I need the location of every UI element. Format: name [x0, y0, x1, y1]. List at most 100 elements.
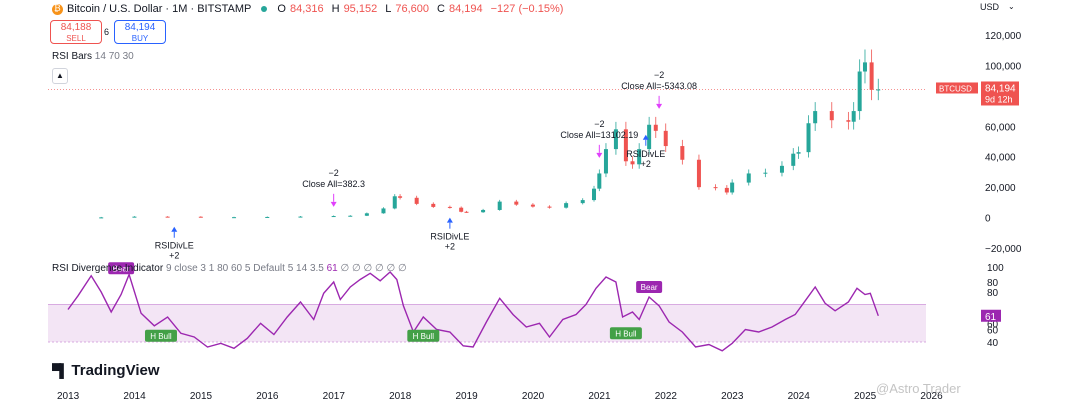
rsi-hbull-label-box [609, 327, 642, 340]
rsi-divergence-value: 61 [326, 263, 338, 274]
sell-signal-qty: −2 [654, 70, 664, 80]
rsi-current-box [981, 309, 1001, 322]
price-axis-tick: −20,000 [985, 244, 1022, 255]
buy-signal-text: RSIDivLE [155, 241, 194, 251]
watermark: @Astro Trader [876, 381, 961, 396]
bitcoin-icon [52, 3, 63, 15]
current-price-box [981, 81, 1019, 106]
rsi-hbull-label: H Bull [150, 332, 172, 341]
rsi-axis-tick: 100 [987, 263, 1004, 274]
candle-body [647, 124, 652, 150]
rsi-hbull-label: H Bull [615, 329, 637, 338]
rsi-axis-tick: 80 [987, 278, 999, 289]
rsi-divergence-placeholders: ∅ ∅ ∅ ∅ ∅ ∅ [340, 263, 407, 274]
candle-body [630, 161, 635, 165]
time-axis-tick: 2025 [854, 391, 877, 401]
buy-signal-qty: +2 [641, 159, 651, 169]
candle-body [132, 216, 137, 218]
chevron-up-icon[interactable]: ▲ [52, 68, 68, 84]
candle-body [398, 196, 403, 198]
candle-body [613, 129, 618, 150]
sell-signal-text: Close All=382.3 [302, 179, 365, 189]
tradingview-logo: ▀▌ TradingView [52, 362, 160, 379]
time-axis-tick: 2024 [788, 391, 811, 401]
rsi-axis-tick: 80 [987, 288, 999, 299]
candle-body [637, 149, 642, 165]
rsi-hbull-label-box [407, 329, 440, 342]
rsi-bars-legend[interactable]: RSI Bars 14 70 30 [52, 51, 134, 62]
candle-body [99, 217, 104, 219]
candle-body [580, 200, 585, 204]
candle-body [813, 111, 818, 124]
candle-body [481, 209, 486, 213]
candle-body [851, 111, 856, 122]
price-axis-tick: 60,000 [985, 122, 1016, 133]
candle-body [696, 159, 701, 188]
rsi-bars-name: RSI Bars [52, 51, 93, 62]
sell-signal-text: Close All=13102.19 [560, 130, 638, 140]
price-axis-tick: 100,000 [985, 61, 1022, 72]
buy-price: 84,194 [124, 22, 156, 33]
low-label: L [385, 3, 392, 15]
buy-button[interactable]: 84,194 BUY [114, 20, 166, 44]
rsi-divergence-params: 9 close 3 1 80 60 5 Default 5 14 3.5 [165, 263, 324, 274]
low-value: 76,600 [395, 3, 429, 15]
current-price-symbol-box [936, 82, 978, 94]
open-value: 84,316 [289, 3, 324, 15]
tradingview-wordmark: TradingView [71, 362, 160, 379]
rsi-divergence-legend[interactable]: RSI Divergence Indicator 9 close 3 1 80 … [52, 263, 407, 274]
rsi-divergence-name: RSI Divergence Indicator [52, 263, 164, 274]
buy-signal-text: RSIDivLE [430, 232, 469, 242]
candle-body [431, 203, 436, 207]
buy-signal-arrow [171, 226, 178, 232]
current-price-symbol: BTCUSD [939, 84, 972, 93]
candle-body [447, 206, 452, 208]
sell-signal-qty: −2 [594, 119, 604, 129]
sell-signal-qty: −2 [329, 168, 339, 178]
sell-button[interactable]: 84,188 SELL [50, 20, 102, 44]
candle-body [348, 215, 353, 217]
rsi-line [67, 271, 879, 352]
sell-signal-arrow [330, 201, 337, 207]
sell-signal-text: Close All=-5343.08 [621, 81, 697, 91]
currency-selector[interactable]: USD [980, 2, 1000, 12]
buy-signal-arrow [446, 217, 453, 223]
candle-body [713, 187, 718, 189]
rsi-bear-label-box [108, 262, 135, 275]
candle-body [763, 172, 768, 174]
candle-body [746, 173, 751, 183]
time-axis-tick: 2022 [655, 391, 678, 401]
candle-body [392, 196, 397, 209]
buy-signal-arrow [642, 134, 649, 140]
candle-body [364, 213, 369, 216]
time-axis-tick: 2015 [190, 391, 213, 401]
price-axis-tick: 120,000 [985, 31, 1022, 42]
candle-body [232, 217, 237, 219]
candle-body [198, 216, 203, 218]
time-axis-tick: 2021 [588, 391, 611, 401]
time-axis-tick: 2023 [721, 391, 744, 401]
candle-body [796, 152, 801, 154]
current-price-value: 84,194 [985, 83, 1016, 94]
rsi-axis-tick: 60 [987, 319, 999, 330]
price-axis-tick: 0 [985, 214, 991, 225]
candle-body [564, 203, 569, 208]
candle-body [876, 89, 881, 91]
candle-body [530, 204, 535, 207]
candle-body [680, 146, 685, 160]
rsi-current-value: 61 [985, 312, 997, 323]
candle-body [497, 201, 502, 210]
time-axis-tick: 2013 [57, 391, 80, 401]
time-axis-tick: 2018 [389, 391, 412, 401]
chevron-down-icon[interactable]: ⌄ [1008, 2, 1015, 11]
candle-body [862, 62, 867, 72]
open-label: O [277, 3, 286, 15]
candle-body [779, 165, 784, 173]
candle-body [829, 111, 834, 121]
close-label: C [437, 3, 445, 15]
sell-signal-arrow [596, 152, 603, 158]
symbol-title[interactable]: Bitcoin / U.S. Dollar · 1M · BITSTAMP [67, 3, 252, 15]
candle-body [464, 211, 469, 213]
candle-body [623, 129, 628, 162]
